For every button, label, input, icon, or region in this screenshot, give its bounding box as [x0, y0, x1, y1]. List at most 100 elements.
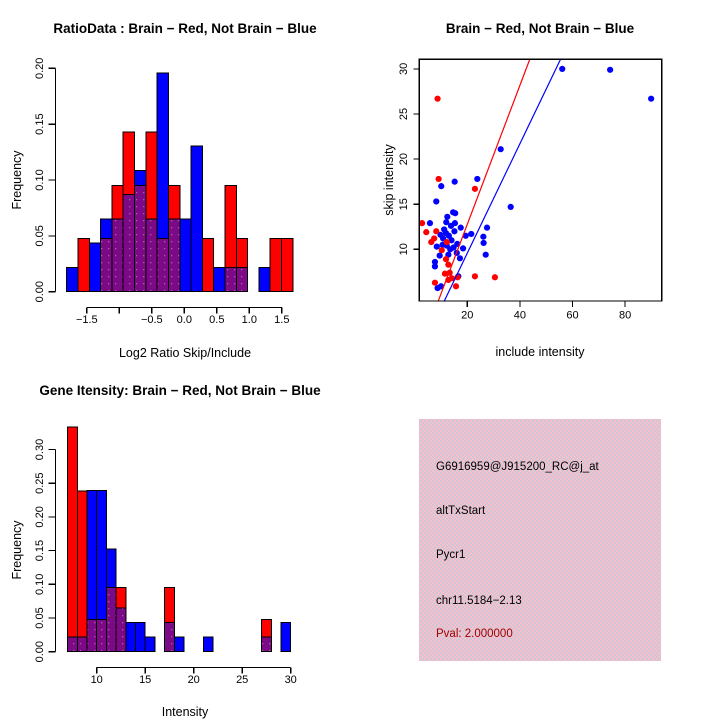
y-tick-label: 0.30 [34, 439, 46, 460]
scatter-point-blue [559, 65, 566, 72]
hist-bar-blue [202, 636, 214, 653]
hist-bar-blue [105, 548, 117, 589]
scatter-point-blue [431, 263, 439, 270]
scatter-point-red [471, 273, 479, 280]
hist-bar-red [235, 238, 249, 268]
pval-text: Pval: 2.000000 [436, 628, 513, 640]
x-tick-label: −0.5 [141, 314, 163, 326]
scatter-point-red [431, 279, 439, 286]
hist-bar-overlap [86, 619, 98, 653]
hist-bar-overlap [115, 607, 127, 653]
hist-bar-overlap [96, 619, 107, 653]
not-brain-fit-line [443, 58, 562, 301]
y-tick-label: 0.10 [34, 169, 46, 190]
x-tick-label: 30 [285, 674, 297, 686]
locus-text: chr11.5184−2.13 [436, 595, 522, 607]
probe-id-text: G6916959@J915200_RC@j_at [436, 461, 599, 473]
y-tick-label: 0.20 [34, 506, 46, 527]
hist-bar-red [164, 587, 175, 623]
scatter-point-red [423, 229, 430, 236]
scatter-point-blue [434, 284, 441, 292]
hist-bar-red [261, 619, 272, 638]
hist-bar-red [269, 238, 283, 293]
hist-bar-blue [135, 621, 146, 653]
hist-bar-blue [213, 266, 226, 293]
scatter-point-blue [457, 224, 464, 231]
gene-name-text: Pycr1 [436, 549, 466, 561]
y-tick-label: 0.10 [34, 574, 46, 595]
scatter-point-blue [436, 252, 443, 259]
y-tick-label: 15 [398, 198, 410, 210]
hist-bar-overlap [224, 266, 237, 293]
x-tick-label: 10 [91, 674, 103, 686]
y-tick-label: 0.25 [34, 472, 46, 493]
scatter-point-blue [507, 203, 514, 211]
scatter-point-blue [480, 233, 487, 240]
scatter-point-red [452, 283, 460, 290]
scatter-point-red [433, 228, 440, 235]
hist-bar-red [224, 184, 237, 268]
hist-bar-red [67, 426, 78, 638]
scatter-point-blue [437, 231, 444, 238]
x-tick-label: 80 [619, 310, 631, 322]
hist-bar-red [122, 131, 136, 196]
gene-histogram-ylabel: Frequency [10, 520, 24, 580]
scatter-title: Brain − Red, Not Brain − Blue [445, 21, 635, 36]
hist-bar-overlap [100, 238, 113, 293]
hist-bar-overlap [261, 636, 272, 653]
y-tick-label: 0.20 [34, 58, 46, 79]
hist-bar-blue [190, 145, 203, 293]
hist-bar-overlap [156, 238, 169, 293]
y-tick-label: 0.05 [34, 607, 46, 628]
hist-bar-red [201, 238, 215, 293]
gene-info-card: G6916959@J915200_RC@j_at altTxStart Pycr… [419, 419, 661, 661]
y-tick-label: 10 [398, 243, 410, 255]
ratio-histogram-chart: 0.00 0.05 0.10 0.15 0.20 −1.5 −0.5 0.0 0.5 1.0 1.5 [34, 58, 294, 326]
hist-bar-blue [96, 490, 107, 621]
hist-bar-blue [100, 218, 113, 240]
scatter-point-blue [459, 245, 467, 252]
scatter-point-red [418, 220, 426, 227]
hist-bar-overlap [111, 218, 124, 293]
x-tick-label: 0.5 [209, 314, 224, 326]
hist-bar-red [111, 184, 124, 220]
hist-bar-blue [258, 266, 271, 293]
hist-bar-blue [86, 490, 98, 621]
scatter-point-blue [468, 230, 475, 238]
x-tick-label: 60 [566, 310, 578, 322]
hist-bar-blue [280, 621, 292, 653]
scatter-point-red [442, 256, 450, 263]
hist-bar-red [167, 184, 181, 220]
x-tick-label: −1.5 [76, 314, 98, 326]
ratio-histogram-xlabel: Log2 Ratio Skip/Include [118, 346, 252, 360]
scatter-point-blue [448, 237, 455, 244]
scatter-point-blue [456, 255, 464, 262]
scatter-point-red [445, 261, 452, 268]
x-tick-label: 25 [236, 674, 248, 686]
hist-bar-red [281, 238, 294, 293]
scatter-point-red [491, 274, 499, 281]
y-tick-label: 0.05 [34, 225, 46, 246]
scatter-chart: 20 40 60 80 10 15 20 25 30 [398, 58, 663, 322]
x-tick-label: 1.5 [274, 314, 289, 326]
scatter-ylabel: skip intensity [382, 144, 396, 216]
x-tick-label: 15 [139, 674, 151, 686]
scatter-point-blue [483, 224, 491, 231]
y-tick-label: 20 [398, 153, 410, 165]
ratio-histogram-title: RatioData : Brain − Red, Not Brain − Blu… [53, 21, 317, 36]
y-tick-label: 25 [398, 108, 410, 120]
scatter-point-blue [441, 226, 448, 233]
x-tick-label: 0.0 [177, 314, 192, 326]
scatter-point-blue [474, 175, 481, 183]
x-tick-label: 1.0 [242, 314, 257, 326]
plot-frame [418, 58, 663, 302]
scatter-point-blue [426, 220, 434, 227]
scatter-point-red [434, 95, 441, 102]
scatter-point-red [471, 185, 479, 192]
hist-bar-blue [134, 169, 147, 186]
scatter-point-blue [444, 213, 451, 220]
hist-bar-blue [173, 636, 185, 653]
hist-bar-red [76, 490, 88, 638]
gene-histogram-title: Gene Itensity: Brain − Red, Not Brain − … [39, 383, 321, 398]
